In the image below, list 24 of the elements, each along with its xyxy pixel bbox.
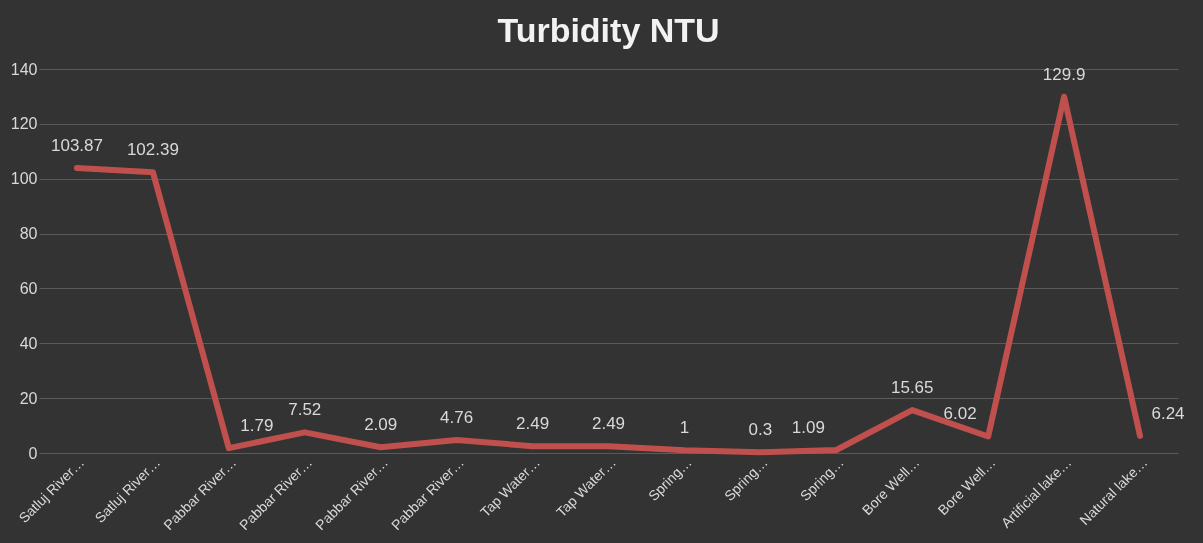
y-tick-label: 80 (19, 225, 38, 243)
data-label: 6.24 (1151, 403, 1185, 423)
data-label: 15.65 (890, 378, 934, 398)
data-label: 1.79 (240, 416, 274, 436)
y-tick-label: 120 (10, 115, 38, 133)
y-tick-label: 40 (19, 334, 38, 352)
chart-title: Turbidity NTU (497, 11, 720, 49)
data-label: 1 (679, 418, 690, 438)
y-tick-label: 0 (28, 444, 38, 462)
data-label: 1.09 (791, 418, 825, 438)
data-label: 103.87 (50, 136, 103, 156)
data-label: 2.09 (364, 415, 398, 435)
y-tick-label: 60 (19, 279, 38, 297)
data-label: 4.76 (440, 407, 474, 427)
data-label: 6.02 (943, 404, 977, 424)
y-tick-label: 140 (10, 60, 38, 78)
data-label: 7.52 (288, 400, 322, 420)
data-label: 102.39 (126, 140, 179, 160)
data-label: 129.9 (1042, 64, 1086, 84)
data-label: 0.3 (748, 420, 773, 440)
y-tick-label: 20 (19, 389, 38, 407)
data-label: 2.49 (591, 414, 626, 434)
y-tick-label: 100 (10, 170, 38, 188)
data-label: 2.49 (516, 414, 550, 434)
